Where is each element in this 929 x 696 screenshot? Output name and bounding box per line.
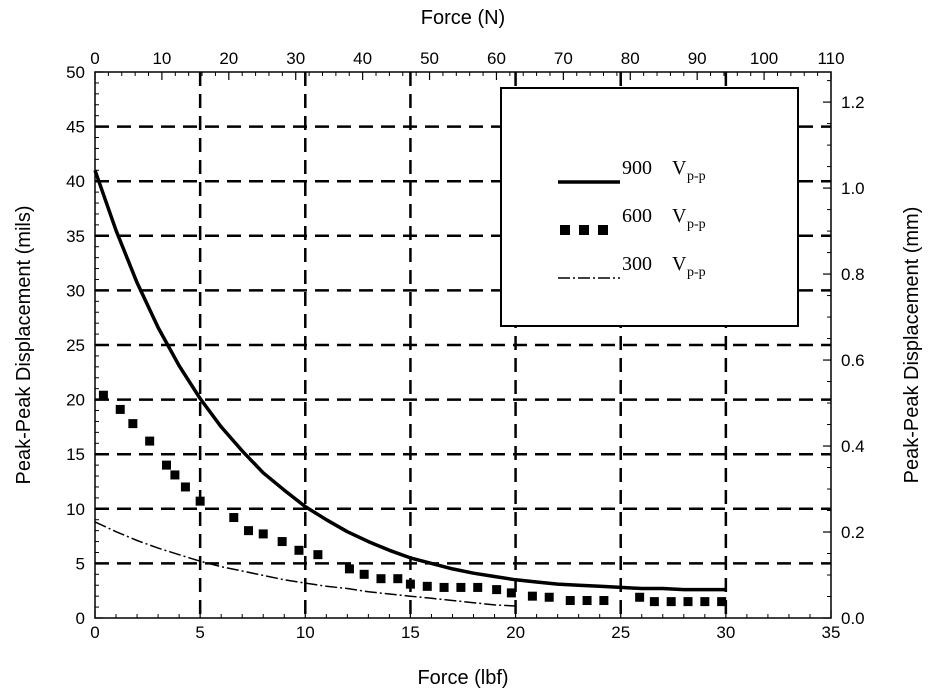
legend-label-value: 300 bbox=[622, 253, 652, 275]
legend-swatch-600-square bbox=[579, 225, 589, 235]
y-left-title: Peak-Peak Displacement (mils) bbox=[13, 206, 35, 485]
series-point-600 bbox=[195, 496, 205, 506]
y-left-tick-label: 30 bbox=[66, 281, 85, 300]
series-point-600 bbox=[599, 596, 609, 606]
x-top-tick-label: 110 bbox=[817, 49, 844, 68]
series-point-600 bbox=[565, 596, 575, 606]
y-right-tick-label: 0.0 bbox=[841, 609, 865, 628]
x-bottom-tick-label: 25 bbox=[611, 623, 630, 642]
series-point-600 bbox=[244, 526, 254, 536]
legend-label-sub: p-p bbox=[687, 217, 706, 232]
series-point-600 bbox=[229, 513, 239, 523]
series-point-600 bbox=[98, 390, 108, 400]
y-left-tick-label: 5 bbox=[76, 554, 85, 573]
series-point-600 bbox=[344, 564, 354, 574]
x-bottom-tick-label: 20 bbox=[506, 623, 525, 642]
series-point-600 bbox=[376, 574, 386, 584]
x-top-tick-label: 0 bbox=[90, 49, 99, 68]
y-left-tick-label: 25 bbox=[66, 336, 85, 355]
x-top-title: Force (N) bbox=[421, 7, 505, 29]
series-point-600 bbox=[473, 582, 483, 592]
x-bottom-title: Force (lbf) bbox=[417, 667, 508, 689]
legend-swatch-600-square bbox=[560, 225, 570, 235]
legend-box bbox=[500, 87, 799, 327]
series-point-600 bbox=[405, 579, 415, 589]
x-top-tick-label: 100 bbox=[750, 49, 778, 68]
x-top-tick-label: 90 bbox=[688, 49, 707, 68]
y-left-tick-label: 20 bbox=[66, 391, 85, 410]
legend-label-unit: V bbox=[672, 253, 687, 275]
series-point-600 bbox=[492, 585, 502, 595]
series-point-600 bbox=[313, 550, 323, 560]
series-point-600 bbox=[115, 404, 125, 414]
series-layer bbox=[93, 169, 727, 607]
series-point-600 bbox=[683, 597, 693, 607]
legend-label-value: 900 bbox=[622, 157, 652, 179]
tick-labels: 0 5 10 15 20 25 30 350 10 20 30 40 50 60 70 80 90 100 1100… bbox=[66, 49, 865, 642]
series-point-600 bbox=[422, 581, 432, 591]
y-left-tick-label: 45 bbox=[66, 118, 85, 137]
x-bottom-tick-label: 5 bbox=[195, 623, 204, 642]
y-right-tick-label: 1.0 bbox=[841, 179, 865, 198]
x-top-tick-label: 30 bbox=[286, 49, 305, 68]
y-left-tick-label: 0 bbox=[76, 609, 85, 628]
series-line-300 bbox=[94, 521, 516, 607]
series-point-600 bbox=[161, 460, 171, 470]
series-point-600 bbox=[128, 419, 138, 429]
x-bottom-tick-label: 30 bbox=[716, 623, 735, 642]
x-bottom-tick-label: 0 bbox=[90, 623, 99, 642]
series-point-600 bbox=[294, 545, 304, 555]
legend-label-value: 600 bbox=[622, 205, 652, 227]
series-point-600 bbox=[277, 537, 287, 547]
series-point-600 bbox=[439, 582, 449, 592]
y-left-tick-label: 10 bbox=[66, 500, 85, 519]
series-point-600 bbox=[359, 569, 369, 579]
x-top-tick-label: 40 bbox=[353, 49, 372, 68]
x-top-tick-label: 10 bbox=[152, 49, 171, 68]
y-right-tick-label: 0.4 bbox=[841, 437, 865, 456]
series-point-600 bbox=[666, 597, 676, 607]
y-right-tick-label: 1.2 bbox=[841, 93, 865, 112]
x-top-tick-label: 80 bbox=[621, 49, 640, 68]
y-right-tick-label: 0.2 bbox=[841, 523, 865, 542]
y-right-tick-label: 0.6 bbox=[841, 351, 865, 370]
y-right-title: Peak-Peak Displacement (mm) bbox=[901, 207, 923, 484]
series-point-600 bbox=[170, 470, 180, 480]
series-point-600 bbox=[506, 588, 516, 598]
series-point-600 bbox=[145, 436, 155, 446]
y-left-tick-label: 50 bbox=[66, 63, 85, 82]
axis-ticks bbox=[94, 71, 832, 619]
series-point-600 bbox=[180, 482, 190, 492]
legend-label-sub: p-p bbox=[687, 169, 706, 184]
series-point-600 bbox=[544, 592, 554, 602]
legend-label-unit: V bbox=[672, 157, 687, 179]
series-point-600 bbox=[649, 597, 659, 607]
y-left-tick-label: 35 bbox=[66, 227, 85, 246]
x-top-tick-label: 70 bbox=[554, 49, 573, 68]
series-point-600 bbox=[717, 597, 727, 607]
y-left-tick-label: 15 bbox=[66, 445, 85, 464]
series-point-600 bbox=[393, 574, 403, 584]
y-right-tick-label: 0.8 bbox=[841, 265, 865, 284]
x-bottom-tick-label: 35 bbox=[822, 623, 841, 642]
x-top-tick-label: 20 bbox=[219, 49, 238, 68]
series-point-600 bbox=[635, 592, 645, 602]
series-point-600 bbox=[582, 596, 592, 606]
x-top-tick-label: 50 bbox=[420, 49, 439, 68]
series-line-900 bbox=[93, 169, 726, 592]
series-point-600 bbox=[258, 529, 268, 539]
series-point-600 bbox=[456, 582, 466, 592]
series-point-600 bbox=[700, 597, 710, 607]
x-bottom-tick-label: 15 bbox=[401, 623, 420, 642]
series-point-600 bbox=[527, 591, 537, 601]
legend-swatch-600-square bbox=[598, 225, 608, 235]
x-top-tick-label: 60 bbox=[487, 49, 506, 68]
legend-label-unit: V bbox=[672, 205, 687, 227]
legend-label-sub: p-p bbox=[687, 265, 706, 280]
x-bottom-tick-label: 10 bbox=[296, 623, 315, 642]
y-left-tick-label: 40 bbox=[66, 172, 85, 191]
